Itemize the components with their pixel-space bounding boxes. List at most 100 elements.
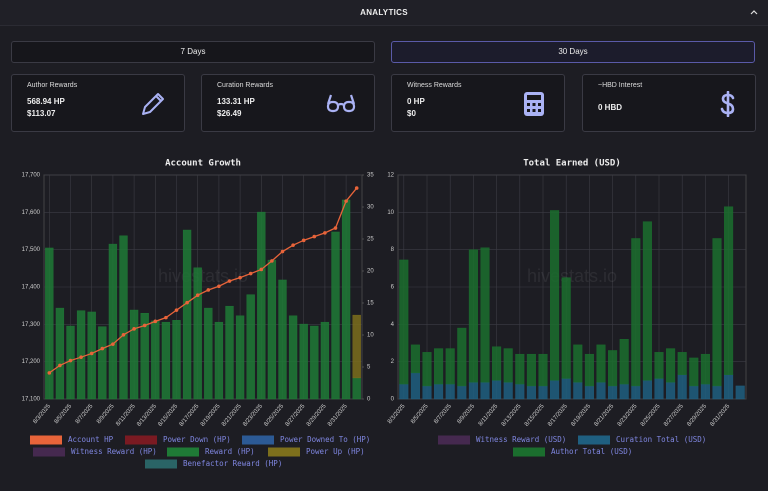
bar (235, 315, 245, 400)
card-title: Witness Rewards (407, 82, 462, 89)
bar (434, 383, 444, 400)
bar (172, 320, 181, 400)
point (323, 231, 327, 235)
bar (310, 325, 319, 400)
bar (98, 326, 107, 400)
bar (480, 247, 490, 383)
bar (422, 385, 432, 400)
bar (267, 259, 277, 400)
bar (561, 277, 571, 379)
bar (480, 381, 490, 400)
bar (666, 381, 676, 400)
bar (503, 348, 513, 383)
legend-swatch (578, 435, 610, 445)
x-tick-label: 8/19/2025 (200, 403, 222, 428)
watermark: hivestats.io (158, 266, 248, 286)
legend-label: Curation Total (USD) (616, 435, 706, 444)
bar (492, 346, 502, 381)
bar (193, 267, 202, 400)
card-title: ~HBD Interest (598, 82, 643, 89)
card: Witness Rewards 0 HP $0 (391, 74, 565, 132)
x-tick-label: 8/25/2025 (263, 403, 285, 428)
y-tick-label: 0 (391, 397, 395, 403)
bar (45, 247, 54, 400)
legend-label: Power Down (HP) (163, 435, 231, 444)
card: Curation Rewards 133.31 HP $26.49 (201, 74, 375, 132)
header[interactable]: ANALYTICS (0, 0, 768, 26)
point (312, 234, 317, 239)
tab[interactable]: 30 Days (391, 41, 755, 63)
bar (631, 385, 641, 400)
legend-label: Power Downed To (HP) (280, 435, 370, 444)
card: Author Rewards 568.94 HP $113.07 (11, 74, 185, 132)
bar (724, 374, 734, 400)
point (354, 186, 359, 190)
bar (515, 383, 525, 400)
bar (654, 352, 664, 379)
point (68, 358, 73, 363)
point (153, 319, 158, 324)
x-tick-label: 8/27/2025 (285, 403, 307, 428)
bar (677, 352, 687, 375)
calculator-icon (524, 92, 544, 116)
pencil-icon (142, 93, 164, 115)
bar (341, 199, 351, 400)
legend-swatch (513, 447, 545, 457)
x-tick-label: 8/9/2025 (457, 403, 477, 425)
bar (619, 339, 629, 385)
bar (246, 294, 255, 400)
x-tick-label: 8/5/2025 (410, 403, 430, 425)
point (270, 259, 274, 263)
point (58, 363, 62, 368)
collapse-icon[interactable] (750, 0, 758, 25)
y-tick-label: 17,200 (22, 359, 41, 365)
header-title: ANALYTICS (360, 8, 408, 17)
y2-tick-label: 0 (367, 397, 371, 403)
x-tick-label: 8/7/2025 (433, 403, 453, 425)
x-tick-label: 8/15/2025 (524, 403, 546, 428)
bar (619, 383, 629, 400)
bar (288, 315, 298, 400)
bar (700, 383, 710, 400)
bar (299, 323, 308, 400)
point (280, 249, 285, 254)
point (89, 351, 94, 356)
legend-label: Reward (HP) (205, 447, 255, 456)
card-value: 0 HP (407, 97, 425, 106)
x-tick-label: 8/11/2025 (478, 403, 500, 427)
point (206, 288, 211, 292)
legend-label: Power Up (HP) (306, 447, 365, 456)
bar (492, 380, 502, 400)
point (47, 371, 52, 375)
legend-label: Author Total (USD) (551, 447, 632, 456)
chart-title: Total Earned (USD) (523, 159, 621, 169)
legend-label: Benefactor Reward (HP) (183, 459, 282, 468)
tab[interactable]: 7 Days (11, 41, 375, 63)
bar (108, 243, 118, 400)
point (174, 308, 179, 312)
bar (119, 235, 128, 400)
x-tick-label: 8/23/2025 (242, 403, 264, 428)
point (238, 275, 242, 280)
x-tick-label: 8/29/2025 (686, 403, 708, 428)
point (100, 346, 105, 351)
bar (399, 383, 409, 400)
bar (689, 385, 699, 400)
y-tick-label: 17,400 (22, 285, 41, 291)
x-tick-label: 8/5/2025 (54, 403, 74, 425)
bar (76, 310, 86, 400)
y2-tick-label: 25 (367, 237, 374, 243)
bar (573, 344, 583, 383)
bar (204, 307, 213, 400)
y-tick-label: 8 (391, 247, 395, 253)
y2-tick-label: 5 (367, 365, 371, 371)
point (333, 226, 338, 230)
bar (689, 357, 699, 387)
x-tick-label: 8/11/2025 (115, 403, 137, 427)
bar (257, 211, 266, 400)
card-value: $113.07 (27, 109, 56, 118)
legend-swatch (125, 435, 157, 445)
bar (55, 307, 65, 400)
bar (140, 312, 149, 400)
